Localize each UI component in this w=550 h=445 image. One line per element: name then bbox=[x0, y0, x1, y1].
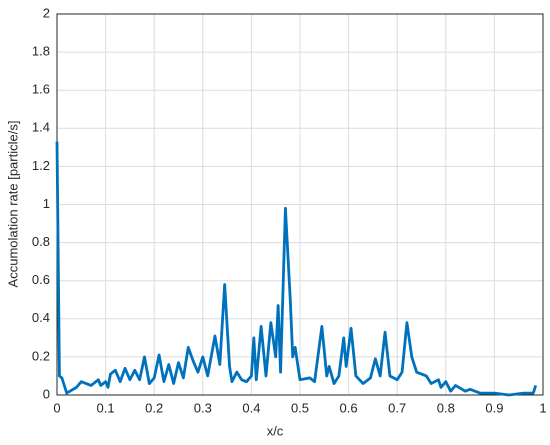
data-line bbox=[55, 141, 538, 397]
x-tick-label: 0.9 bbox=[485, 400, 503, 415]
x-tick-label: 0.8 bbox=[437, 400, 455, 415]
x-tick-label: 0.6 bbox=[340, 400, 358, 415]
y-tick-label: 0.4 bbox=[32, 310, 50, 325]
x-axis-label: x/c bbox=[267, 423, 284, 438]
x-tick-label: 0.2 bbox=[145, 400, 163, 415]
x-tick-label: 0.3 bbox=[194, 400, 212, 415]
x-tick-label: 0.1 bbox=[97, 400, 115, 415]
y-tick-label: 1.6 bbox=[32, 82, 50, 97]
x-tick-label: 1 bbox=[539, 400, 546, 415]
y-tick-label: 1.4 bbox=[32, 120, 50, 135]
y-tick-label: 0.8 bbox=[32, 234, 50, 249]
x-tick-label: 0.7 bbox=[388, 400, 406, 415]
y-tick-label: 0.2 bbox=[32, 348, 50, 363]
y-tick-label: 1 bbox=[43, 196, 50, 211]
y-tick-label: 0 bbox=[43, 386, 50, 401]
x-tick-label: 0.5 bbox=[291, 400, 309, 415]
y-axis-label: Accumolation rate [particle/s] bbox=[5, 121, 20, 288]
x-tick-label: 0.4 bbox=[242, 400, 260, 415]
y-tick-label: 0.6 bbox=[32, 272, 50, 287]
y-tick-label: 1.8 bbox=[32, 44, 50, 59]
y-tick-label: 1.2 bbox=[32, 158, 50, 173]
y-tick-label: 2 bbox=[43, 5, 50, 20]
x-tick-label: 0 bbox=[53, 400, 60, 415]
